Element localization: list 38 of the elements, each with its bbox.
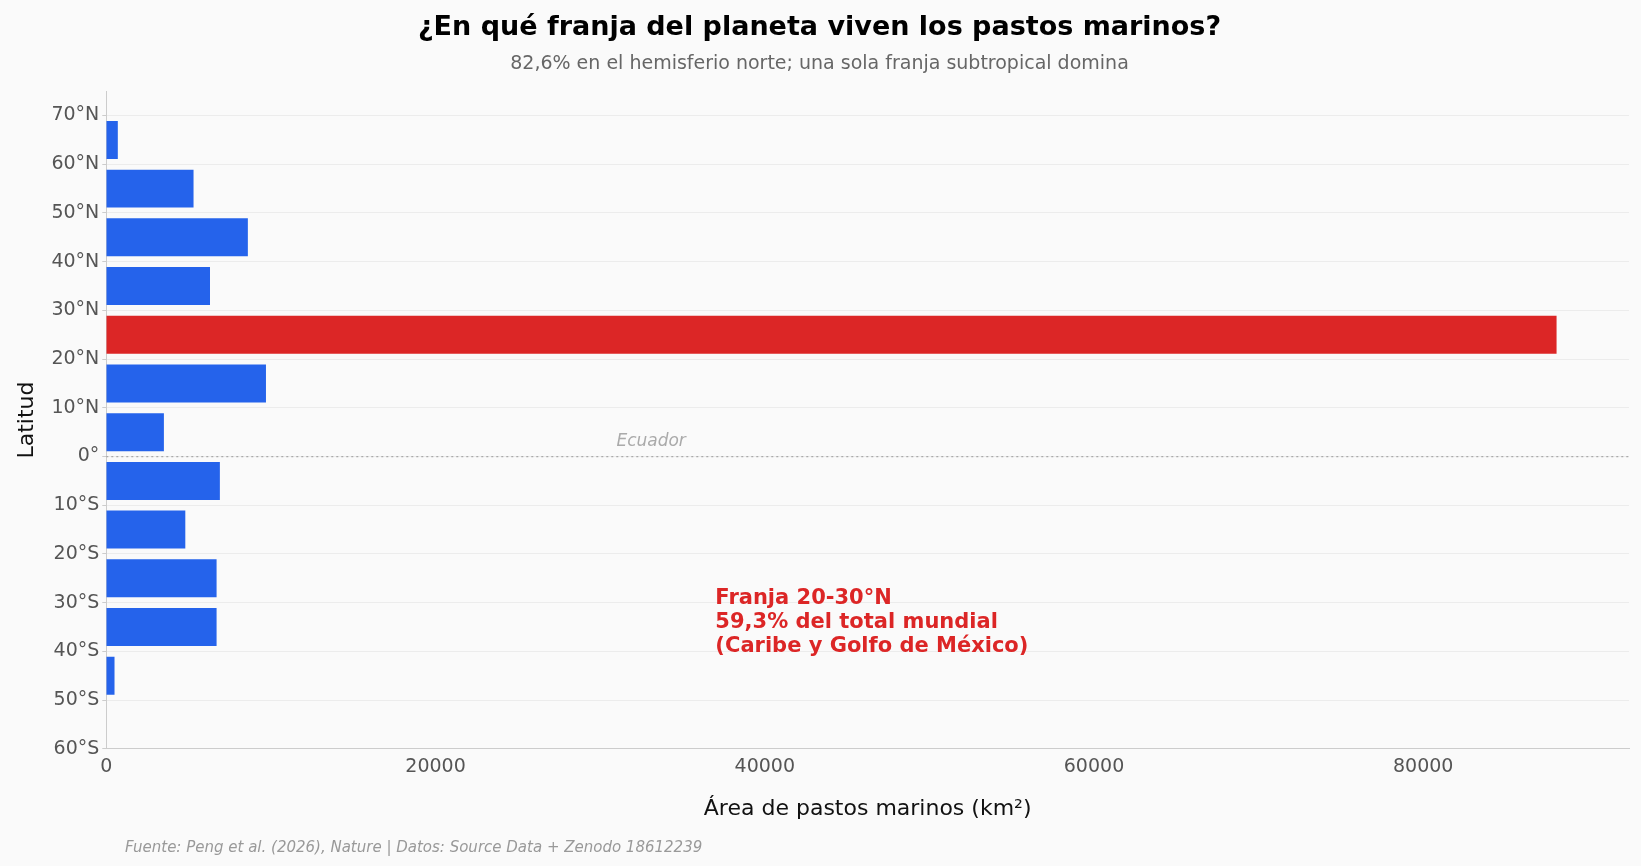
- bar: [106, 559, 217, 598]
- y-tick-label: 0°: [77, 443, 100, 466]
- y-tick-label: 60°S: [53, 735, 100, 758]
- y-tick-label: 40°N: [51, 248, 100, 271]
- y-tick-label: 20°N: [51, 346, 100, 369]
- y-tick-label: 50°N: [51, 199, 100, 222]
- bar: [106, 656, 115, 695]
- chart-title: ¿En qué franja del planeta viven los pastos marinos?: [417, 10, 1222, 42]
- y-tick-label: 10°N: [51, 394, 100, 417]
- bar: [106, 608, 217, 647]
- y-tick-label: 30°S: [53, 589, 100, 612]
- y-tick-label: 60°N: [51, 151, 100, 174]
- bar: [106, 510, 186, 549]
- y-tick-label: 50°S: [53, 687, 100, 710]
- annotation: Franja 20-30°N 59,3% del total mundial (Caribe y Golfo de México): [715, 584, 1029, 657]
- bar: [106, 120, 118, 159]
- y-tick-label: 30°N: [51, 297, 100, 320]
- source-note: Fuente: Peng et al. (2026), Nature | Datos: Source Data + Zenodo 18612239: [125, 838, 703, 857]
- x-tick-label: 80000: [1393, 754, 1454, 777]
- bar: [106, 267, 210, 306]
- y-tick-label: 40°S: [53, 638, 100, 661]
- x-axis-title: Área de pastos marinos (km²): [703, 794, 1032, 820]
- y-tick-label: 70°N: [51, 102, 100, 125]
- x-tick-label: 20000: [405, 754, 466, 777]
- bar: [106, 461, 220, 500]
- x-tick-label: 60000: [1063, 754, 1125, 777]
- bar: [106, 218, 248, 257]
- bar: [106, 169, 194, 208]
- y-tick-label: 10°S: [53, 492, 100, 515]
- y-axis-title: Latitud: [12, 381, 38, 459]
- x-tick-label: 40000: [734, 754, 795, 777]
- x-tick-label: 0: [100, 754, 113, 777]
- bar: [106, 413, 164, 452]
- bar: [106, 364, 266, 403]
- ref-line-label: Ecuador: [616, 430, 687, 451]
- chart-subtitle: 82,6% en el hemisferio norte; una sola franja subtropical domina: [510, 50, 1129, 73]
- y-tick-label: 20°S: [53, 540, 100, 563]
- bar: [106, 315, 1557, 354]
